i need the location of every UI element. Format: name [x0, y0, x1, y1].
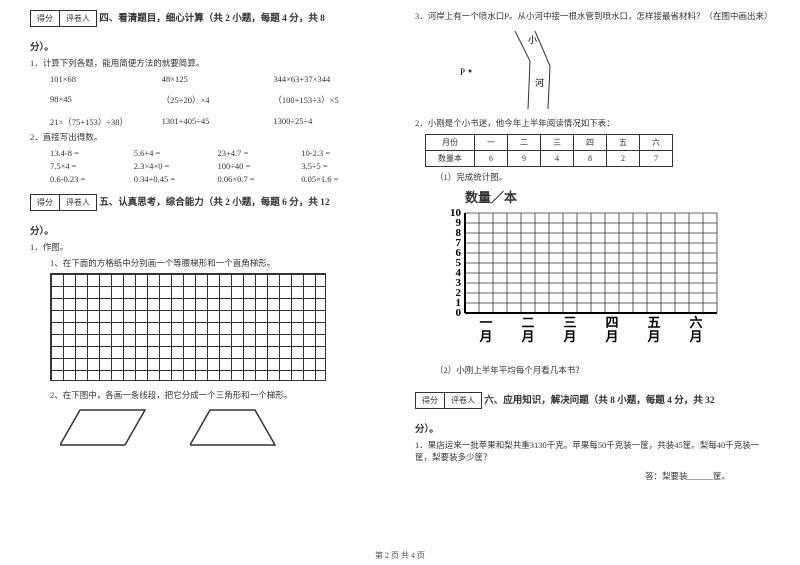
calc-cell: 100÷40 =	[218, 161, 302, 171]
grid-paper	[50, 273, 326, 381]
page-footer: 第 2 页 共 4 页	[0, 550, 800, 561]
calc-row: 13.4-8 = 5.6+4 = 23+4.7 = 10-2.3 =	[50, 148, 385, 158]
svg-text:一: 一	[479, 315, 492, 330]
table-data-row: 数量本 6 9 4 8 2 7	[426, 150, 673, 166]
svg-text:0: 0	[456, 307, 462, 319]
calc-cell: 3.5÷5 =	[301, 161, 385, 171]
shapes-row	[60, 405, 385, 450]
score-label: 得分	[31, 11, 60, 26]
q4-2: 2．直接写出得数。	[30, 131, 385, 144]
grader-label: 评卷人	[60, 11, 96, 26]
answer-line: 答：梨要装______筐。	[415, 470, 770, 482]
calc-cell: 2.3×4×0 =	[134, 161, 218, 171]
section-5-title: 五、认真思考，综合能力（共 2 小题，每题 6 分，共 12	[99, 198, 329, 208]
score-label: 得分	[416, 393, 445, 408]
svg-text:三: 三	[563, 315, 576, 330]
score-block-5: 得分 评卷人	[30, 194, 97, 211]
left-column: 得分 评卷人 四、看清题目，细心计算（共 2 小题，每题 4 分，共 8 分）。…	[30, 10, 385, 484]
calc-cell: 7.5×4 =	[50, 161, 134, 171]
svg-text:六: 六	[689, 315, 702, 330]
calc-row: 0.6-0.23 = 0.34+0.45 = 0.06×0.7 = 0.05×1…	[50, 174, 385, 184]
calc-cell: 13.4-8 =	[50, 148, 134, 158]
calc-cell: 23+4.7 =	[218, 148, 302, 158]
svg-text:二: 二	[521, 315, 534, 330]
table-cell: 2	[607, 150, 640, 166]
table-header: 一	[475, 134, 508, 150]
parallelogram-shape	[60, 405, 150, 450]
river-label-he: 河	[535, 77, 544, 88]
calc-cell: 101×68	[50, 74, 162, 84]
svg-text:月: 月	[688, 329, 702, 344]
calc-cell: （100+153÷3）×5	[273, 94, 385, 106]
calc-cell: 0.34+0.45 =	[134, 174, 218, 184]
calc-row: 101×68 48×125 344×63+37×344	[50, 74, 385, 84]
calc-cell: 1301+405÷45	[162, 116, 274, 128]
svg-text:五: 五	[647, 315, 660, 330]
grader-label: 评卷人	[445, 393, 481, 408]
svg-text:月: 月	[478, 329, 492, 344]
q4-1: 1．计算下列各题，能用简便方法的就要简算。	[30, 57, 385, 70]
calc-cell: 5.6+4 =	[134, 148, 218, 158]
section-4-title-end: 分）。	[30, 39, 385, 53]
river-diagram: P 小 河	[435, 31, 585, 111]
q5-1-2: 2、在下图中，各画一条线段，把它分成一个三角形和一个梯形。	[50, 389, 385, 401]
table-header: 三	[541, 134, 574, 150]
svg-text:月: 月	[562, 329, 576, 344]
bar-chart: 109876543210一月二月三月四月五月六月	[435, 208, 735, 358]
calc-row: 98×45 （25+20）×4 （100+153÷3）×5	[50, 94, 385, 106]
calc-cell: （25+20）×4	[162, 94, 274, 106]
calc-cell: 0.06×0.7 =	[218, 174, 302, 184]
calc-cell: 0.6-0.23 =	[50, 174, 134, 184]
table-header: 四	[574, 134, 607, 150]
table-header: 二	[508, 134, 541, 150]
section-6-title-end: 分）。	[415, 421, 770, 435]
trapezoid-shape	[190, 405, 280, 450]
section-6-title: 六、应用知识，解决问题（共 8 小题，每题 4 分，共 32	[484, 396, 714, 406]
river-label-xiao: 小	[528, 35, 537, 45]
svg-text:四: 四	[605, 315, 618, 330]
table-cell: 数量本	[426, 150, 475, 166]
table-header-row: 月份 一 二 三 四 五 六	[426, 134, 673, 150]
q5-2: 2．小刚是个小书迷，他今年上半年阅读情况如下表：	[415, 117, 770, 130]
table-header: 月份	[426, 134, 475, 150]
table-cell: 9	[508, 150, 541, 166]
calc-cell: 98×45	[50, 94, 162, 106]
table-cell: 6	[475, 150, 508, 166]
calc-cell: 0.05×1.6 =	[301, 174, 385, 184]
calc-cell: 21×（75+153）÷38）	[50, 116, 162, 128]
section-4-title: 四、看清题目，细心计算（共 2 小题，每题 4 分，共 8	[99, 14, 325, 24]
calc-row: 21×（75+153）÷38） 1301+405÷45 1300÷25÷4	[50, 116, 385, 128]
reading-table: 月份 一 二 三 四 五 六 数量本 6 9 4 8 2 7	[425, 134, 673, 167]
table-header: 六	[640, 134, 673, 150]
calc-cell: 48×125	[162, 74, 274, 84]
point-p-label: P	[460, 67, 465, 77]
calc-cell: 10-2.3 =	[301, 148, 385, 158]
q5-1-1: 1、在下面的方格纸中分别画一个等腰梯形和一个直角梯形。	[50, 257, 385, 269]
svg-text:月: 月	[520, 329, 534, 344]
right-column: 3．河岸上有一个喷水口P。从小河中接一根水管到喷水口，怎样接最省材料？（在图中画…	[415, 10, 770, 484]
table-cell: 4	[541, 150, 574, 166]
bar-chart-area: 数量／本 109876543210一月二月三月四月五月六月	[435, 187, 770, 358]
q6-1: 1．果店运来一批苹果和梨共重3130千克。苹果每50千克装一筐，共装45筐。梨每…	[415, 439, 770, 465]
chart-title: 数量／本	[465, 187, 770, 206]
calc-cell: 1300÷25÷4	[273, 116, 385, 128]
q5-1: 1．作图。	[30, 241, 385, 254]
section-5-title-end: 分）。	[30, 223, 385, 237]
score-block-4: 得分 评卷人	[30, 10, 97, 27]
table-cell: 8	[574, 150, 607, 166]
sub-1: （1）完成统计图。	[435, 171, 770, 183]
svg-text:月: 月	[604, 329, 618, 344]
table-header: 五	[607, 134, 640, 150]
table-cell: 7	[640, 150, 673, 166]
q5-3: 3．河岸上有一个喷水口P。从小河中接一根水管到喷水口，怎样接最省材料？（在图中画…	[415, 10, 770, 23]
score-label: 得分	[31, 195, 60, 210]
svg-text:月: 月	[646, 329, 660, 344]
grader-label: 评卷人	[60, 195, 96, 210]
calc-cell: 344×63+37×344	[273, 74, 385, 84]
calc-row: 7.5×4 = 2.3×4×0 = 100÷40 = 3.5÷5 =	[50, 161, 385, 171]
score-block-6: 得分 评卷人	[415, 392, 482, 409]
sub-2: （2）小刚上半年平均每个月看几本书？	[435, 364, 770, 376]
